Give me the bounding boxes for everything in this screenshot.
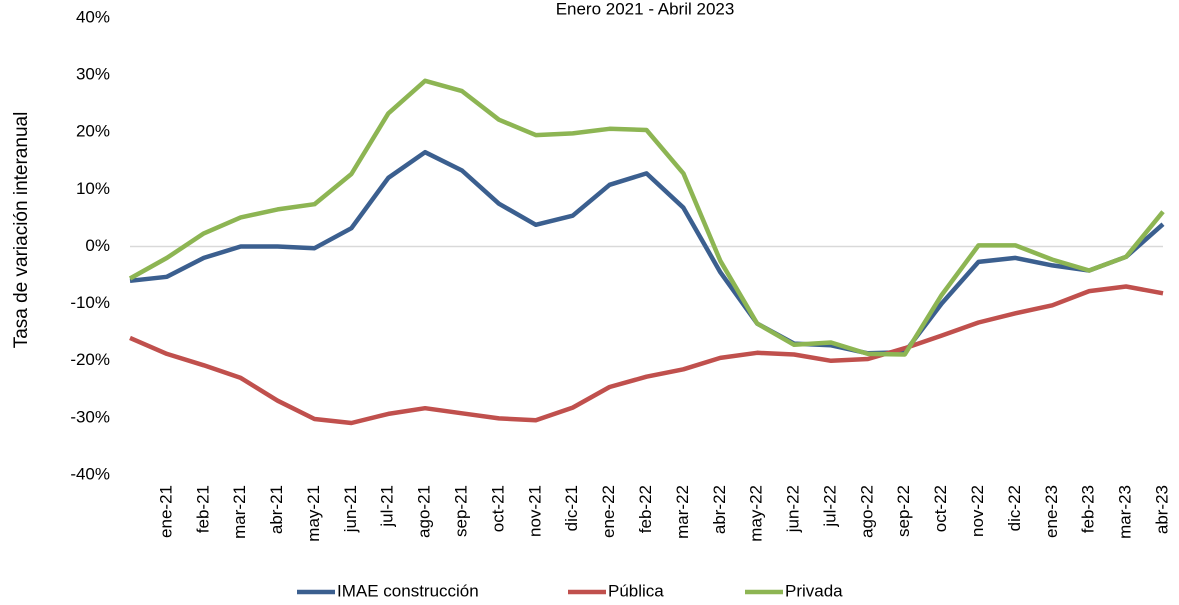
y-tick-label: -20% <box>70 350 110 369</box>
y-tick-label: 20% <box>76 122 110 141</box>
y-axis-title: Tasa de variación interanual <box>11 112 32 349</box>
x-tick-label: jul-21 <box>378 485 397 528</box>
y-tick-label: -40% <box>70 464 110 483</box>
x-tick-label: sep-22 <box>894 485 913 537</box>
y-tick-label: 40% <box>76 7 110 26</box>
chart-subtitle: Enero 2021 - Abril 2023 <box>556 0 735 18</box>
x-tick-label: nov-22 <box>968 485 987 537</box>
x-tick-label: dic-21 <box>562 485 581 531</box>
series-line <box>128 78 1165 357</box>
y-tick-label: 0% <box>85 236 110 255</box>
legend-label: Privada <box>785 581 843 600</box>
x-tick-label: mar-21 <box>230 485 249 539</box>
x-tick-label: sep-21 <box>452 485 471 537</box>
x-tick-label: ago-22 <box>857 485 876 538</box>
y-tick-label: 10% <box>76 179 110 198</box>
x-tick-label: jun-22 <box>784 485 803 533</box>
x-tick-label: abr-22 <box>710 485 729 534</box>
x-tick-label: mar-23 <box>1116 485 1135 539</box>
x-tick-label: ene-22 <box>599 485 618 538</box>
x-tick-label: abr-21 <box>267 485 286 534</box>
x-tick-label: dic-22 <box>1005 485 1024 531</box>
x-tick-label: may-22 <box>747 485 766 542</box>
legend-label: IMAE construcción <box>337 581 479 600</box>
x-tick-label: ene-21 <box>156 485 175 538</box>
y-tick-label: -30% <box>70 407 110 426</box>
series-line <box>129 149 1165 356</box>
x-tick-label: feb-22 <box>636 485 655 533</box>
x-tick-label: nov-21 <box>525 485 544 537</box>
x-tick-label: ago-21 <box>415 485 434 538</box>
y-tick-label: -10% <box>70 293 110 312</box>
x-tick-label: ene-23 <box>1042 485 1061 538</box>
x-tick-label: may-21 <box>304 485 323 542</box>
series-line <box>129 284 1164 426</box>
legend-label: Pública <box>608 581 664 600</box>
x-tick-label: oct-21 <box>488 485 507 532</box>
x-tick-label: feb-23 <box>1079 485 1098 533</box>
x-tick-label: feb-21 <box>193 485 212 533</box>
x-tick-label: oct-22 <box>931 485 950 532</box>
y-tick-label: 30% <box>76 65 110 84</box>
x-tick-label: abr-23 <box>1152 485 1171 534</box>
x-tick-label: jul-22 <box>820 485 839 528</box>
x-tick-label: jun-21 <box>341 485 360 533</box>
x-tick-label: mar-22 <box>673 485 692 539</box>
